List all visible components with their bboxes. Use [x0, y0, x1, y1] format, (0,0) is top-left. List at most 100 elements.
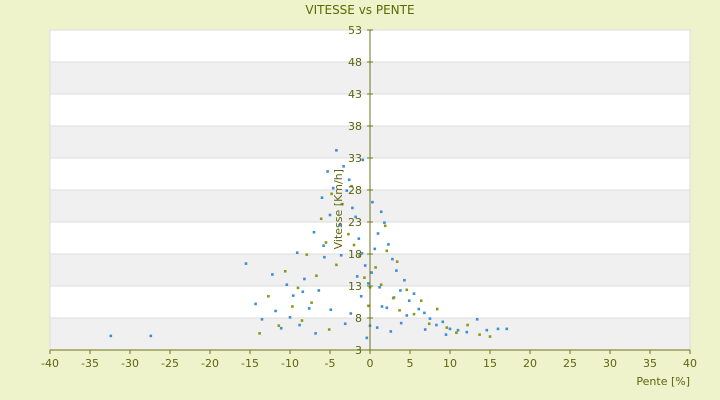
data-point: [379, 210, 383, 214]
data-point: [295, 251, 299, 255]
data-point: [330, 192, 333, 196]
data-point: [387, 243, 390, 246]
data-point: [399, 321, 403, 325]
x-tick-label: 30: [603, 357, 617, 370]
data-point: [371, 200, 374, 204]
data-point: [301, 290, 305, 294]
data-point: [399, 289, 402, 292]
y-tick-label: 33: [348, 152, 362, 165]
x-tick-label: 10: [443, 357, 457, 370]
data-point: [374, 266, 377, 269]
data-point: [407, 299, 411, 303]
x-tick-label: 25: [563, 357, 577, 370]
data-point: [380, 305, 384, 308]
data-point: [271, 273, 274, 276]
data-point: [340, 202, 344, 206]
data-point: [403, 278, 406, 282]
data-point: [365, 336, 369, 340]
data-point: [335, 149, 338, 152]
x-tick-label: -10: [281, 357, 299, 370]
data-point: [279, 326, 283, 330]
data-point: [445, 326, 449, 329]
x-tick-label: 40: [683, 357, 697, 370]
x-tick-label: -30: [121, 357, 139, 370]
y-tick-label: 48: [348, 56, 362, 69]
data-point: [291, 294, 295, 297]
data-point: [288, 316, 292, 319]
x-tick-label: -5: [325, 357, 336, 370]
x-tick-label: 15: [483, 357, 497, 370]
x-tick-label: -20: [201, 357, 219, 370]
data-point: [303, 277, 306, 281]
data-point: [331, 186, 335, 190]
chart-title: VITESSE vs PENTE: [305, 3, 414, 17]
y-axis-label: Vitesse [Km/h]: [332, 169, 345, 249]
data-point: [359, 294, 363, 298]
data-point: [338, 223, 341, 227]
x-tick-label: -40: [41, 357, 59, 370]
data-point: [319, 217, 323, 221]
data-point: [444, 333, 448, 336]
data-point: [405, 288, 409, 292]
x-tick-label: 35: [643, 357, 657, 370]
data-point: [423, 311, 426, 315]
data-point: [435, 323, 438, 327]
data-point: [244, 262, 248, 265]
data-point: [339, 253, 343, 257]
data-point: [335, 263, 338, 267]
y-tick-label: 53: [348, 24, 362, 37]
data-point: [385, 306, 389, 310]
x-axis-ticks: -40 -35 -30 -25 -20 -15 -10 -5 0 5 10 15 20 25 30 35 40: [41, 350, 697, 370]
data-point: [385, 249, 389, 253]
data-point: [324, 241, 328, 244]
data-point: [347, 232, 350, 236]
data-point: [305, 253, 309, 256]
x-tick-label: 5: [407, 357, 414, 370]
data-point: [260, 317, 264, 321]
data-point: [354, 215, 357, 219]
data-point: [258, 332, 261, 335]
data-point: [349, 312, 353, 315]
data-point: [398, 309, 401, 312]
y-tick-label: 28: [348, 184, 362, 197]
data-point: [363, 276, 366, 279]
data-point: [345, 189, 349, 192]
y-tick-label: 38: [348, 120, 362, 133]
data-point: [274, 309, 277, 313]
data-point: [307, 307, 311, 310]
data-point: [314, 332, 317, 335]
data-points: [109, 149, 509, 340]
data-point: [343, 322, 347, 326]
data-point: [254, 302, 257, 306]
data-point: [291, 305, 294, 308]
data-point: [375, 326, 379, 329]
data-point: [488, 335, 492, 338]
data-point: [327, 328, 331, 331]
data-point: [355, 275, 359, 278]
x-tick-label: -15: [241, 357, 259, 370]
data-point: [456, 328, 460, 332]
data-point: [361, 158, 365, 162]
data-point: [376, 232, 380, 235]
data-point: [312, 230, 316, 234]
data-point: [466, 323, 469, 327]
data-point: [383, 224, 387, 228]
y-tick-label: 23: [348, 216, 362, 229]
y-tick-label: 8: [355, 312, 362, 325]
data-point: [448, 327, 452, 331]
data-point: [298, 323, 301, 327]
x-tick-label: 20: [523, 357, 537, 370]
data-point: [358, 254, 361, 258]
data-point: [478, 333, 481, 336]
data-point: [300, 319, 304, 322]
y-tick-label: 43: [348, 88, 362, 101]
data-point: [277, 324, 281, 327]
data-point: [320, 196, 324, 199]
data-point: [285, 283, 289, 287]
data-point: [326, 170, 329, 173]
data-point: [352, 243, 356, 247]
data-point: [412, 292, 416, 295]
data-point: [149, 334, 153, 338]
